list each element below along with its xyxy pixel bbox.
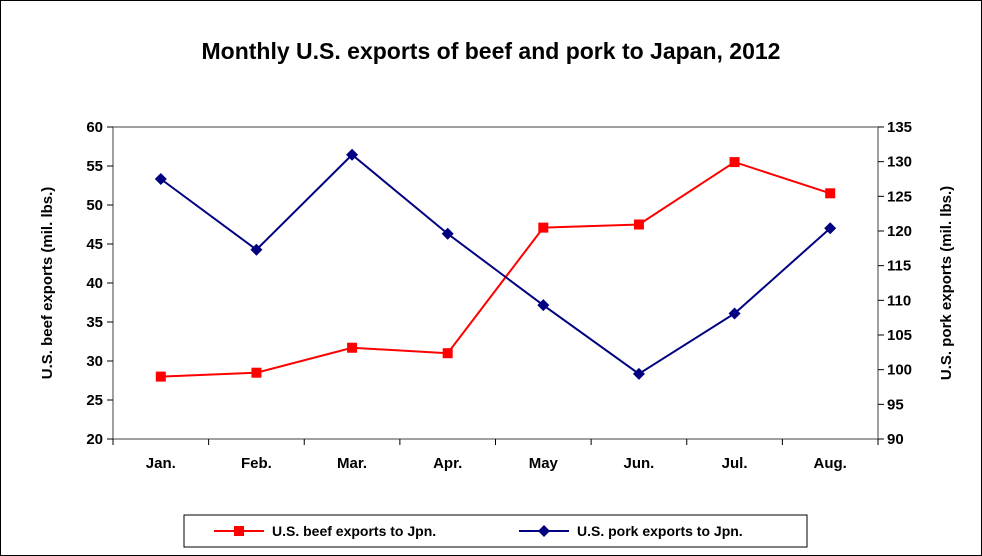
data-point <box>728 307 741 320</box>
data-point <box>441 227 454 240</box>
data-point <box>250 243 263 256</box>
x-tick-label: Jan. <box>146 455 176 472</box>
left-tick-label: 20 <box>86 431 103 448</box>
x-tick-label: Apr. <box>433 455 462 472</box>
right-tick-label: 125 <box>887 188 912 205</box>
series-layer <box>154 148 837 382</box>
left-y-axis-label: U.S. beef exports (mil. lbs.) <box>39 187 56 380</box>
right-tick-label: 105 <box>887 327 912 344</box>
right-tick-label: 115 <box>887 258 911 275</box>
left-tick-label: 50 <box>86 197 103 214</box>
data-point <box>729 157 740 168</box>
legend-marker <box>538 525 550 537</box>
left-y-axis: 20 25 30 35 40 45 50 55 60 <box>86 119 113 448</box>
legend-item: U.S. pork exports to Jpn. <box>519 523 743 539</box>
left-tick-label: 35 <box>86 314 103 331</box>
data-point <box>251 367 262 378</box>
right-tick-label: 130 <box>887 154 912 171</box>
legend-label: U.S. beef exports to Jpn. <box>272 523 436 539</box>
plot-area <box>112 126 879 440</box>
x-tick-label: Mar. <box>337 455 367 472</box>
x-tick-label: Jun. <box>624 455 655 472</box>
data-point <box>155 371 166 382</box>
data-point <box>824 222 837 235</box>
x-tick-label: May <box>529 455 559 472</box>
legend-label: U.S. pork exports to Jpn. <box>577 523 743 539</box>
data-point <box>825 188 836 199</box>
data-point <box>442 348 453 359</box>
right-tick-label: 95 <box>887 396 904 413</box>
left-tick-label: 60 <box>86 119 103 136</box>
series-line <box>160 161 831 378</box>
data-point <box>632 367 645 380</box>
right-tick-label: 120 <box>887 223 912 240</box>
plot-border <box>112 126 879 440</box>
right-tick-label: 100 <box>887 362 912 379</box>
data-point <box>537 299 550 312</box>
data-point <box>347 342 358 353</box>
left-tick-label: 55 <box>86 158 103 175</box>
x-tick-label: Jul. <box>722 455 748 472</box>
legend: U.S. beef exports to Jpn. U.S. pork expor… <box>183 514 808 548</box>
left-tick-label: 40 <box>86 275 103 292</box>
left-tick-label: 30 <box>86 353 103 370</box>
chart-title: Monthly U.S. exports of beef and pork to… <box>202 38 781 64</box>
series-beef <box>155 157 836 382</box>
data-point <box>346 148 359 161</box>
legend-marker <box>234 526 244 536</box>
x-tick-label: Aug. <box>814 455 847 472</box>
series-pork <box>154 148 837 380</box>
data-point <box>633 219 644 230</box>
left-tick-label: 45 <box>86 236 103 253</box>
data-point <box>538 222 549 233</box>
x-tick-label: Feb. <box>241 455 272 472</box>
series-line <box>160 153 831 376</box>
right-tick-label: 110 <box>887 292 911 309</box>
right-y-axis-label: U.S. pork exports (mil. lbs.) <box>938 186 955 380</box>
left-tick-label: 25 <box>86 392 103 409</box>
right-y-axis: 90 95 100 105 110 115 120 125 130 135 <box>878 119 912 448</box>
right-tick-label: 135 <box>887 119 912 136</box>
data-point <box>154 173 167 185</box>
legend-item: U.S. beef exports to Jpn. <box>214 523 436 539</box>
legend-box <box>183 514 808 548</box>
x-axis: Jan. Feb. Mar. Apr. May Jun. Jul. Aug. <box>112 439 879 472</box>
right-tick-label: 90 <box>887 431 904 448</box>
